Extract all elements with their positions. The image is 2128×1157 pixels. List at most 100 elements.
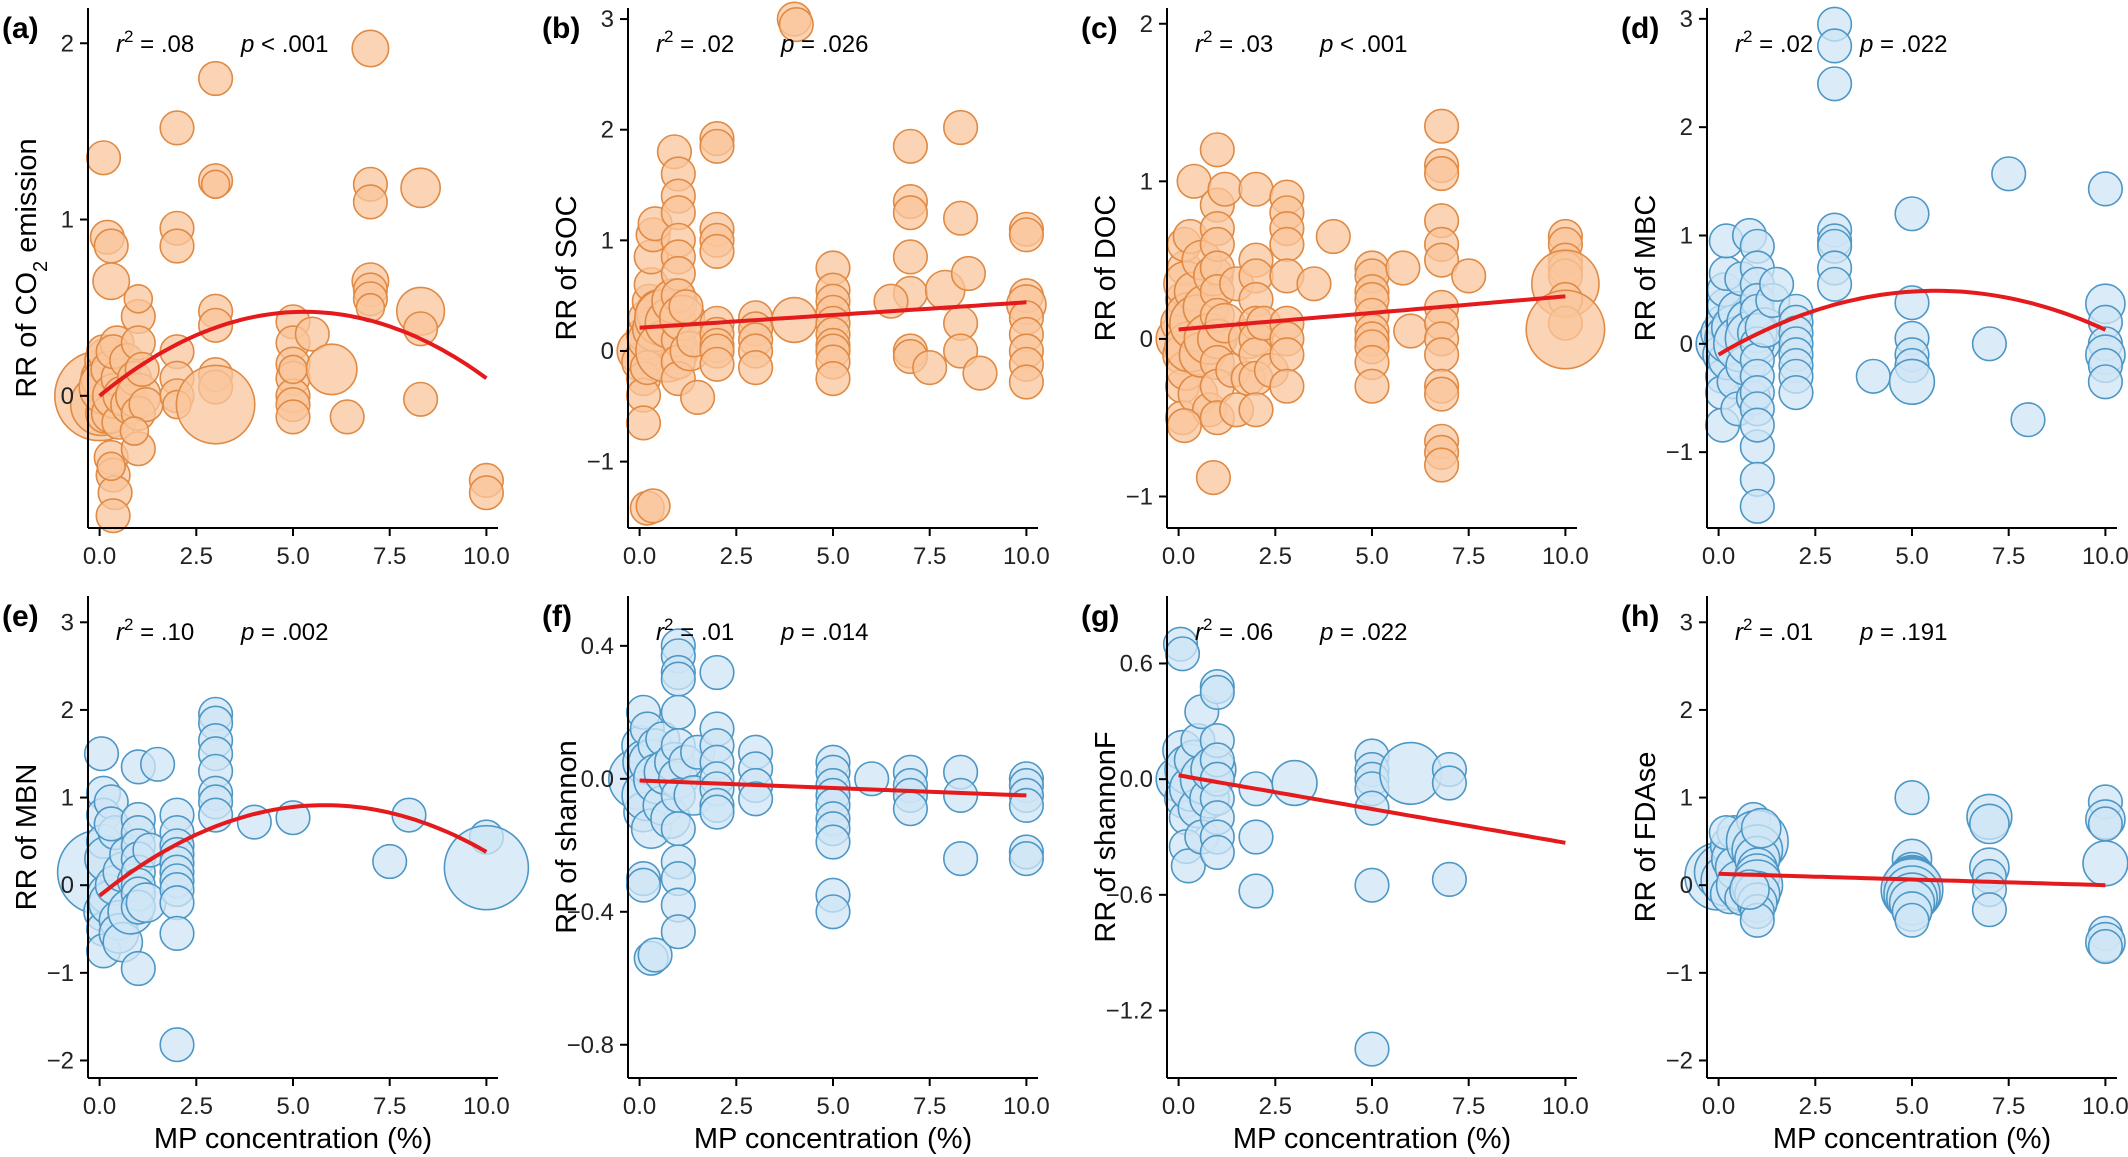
x-tick-label: 5.0 xyxy=(816,543,849,570)
data-point xyxy=(892,791,929,827)
data-point xyxy=(1888,358,1936,405)
data-point xyxy=(1199,132,1235,168)
r2-symbol: r xyxy=(656,619,665,646)
data-point xyxy=(625,867,662,903)
data-point xyxy=(1170,848,1206,884)
stats-annotation: r2 = .10 xyxy=(116,615,194,646)
r2-exponent: 2 xyxy=(664,615,673,634)
data-point xyxy=(1740,807,1782,849)
data-point xyxy=(679,379,716,416)
y-tick-label: 0.6 xyxy=(1120,650,1153,677)
data-point xyxy=(1166,408,1202,444)
data-point xyxy=(1758,266,1795,302)
data-point xyxy=(1739,407,1775,443)
fit-line xyxy=(1178,773,1566,845)
data-point xyxy=(942,777,979,814)
x-axis-label: MP concentration (%) xyxy=(694,1123,972,1155)
data-point xyxy=(942,840,979,877)
panel-label: (e) xyxy=(2,600,39,633)
data-point xyxy=(1238,819,1274,855)
x-tick-label: 0.0 xyxy=(83,543,116,570)
y-tick-label: −1 xyxy=(47,960,74,987)
p-value: = .014 xyxy=(794,619,868,646)
x-tick-label: 10.0 xyxy=(463,543,510,570)
p-annotation: p = .191 xyxy=(1859,619,1947,646)
panel-label: (d) xyxy=(1621,12,1659,45)
stats-annotation: r2 = .02 xyxy=(656,27,734,58)
data-point xyxy=(1238,171,1274,207)
data-point xyxy=(83,736,120,772)
x-tick-label: 7.5 xyxy=(1992,1093,2025,1120)
x-tick-label: 0.0 xyxy=(83,1093,116,1120)
y-tick-label: −1 xyxy=(1666,439,1693,466)
x-tick-label: 10.0 xyxy=(2082,1093,2128,1120)
x-tick-label: 5.0 xyxy=(1895,1093,1928,1120)
data-point xyxy=(1894,779,1930,816)
x-tick-label: 0.0 xyxy=(1162,1093,1195,1120)
p-symbol: p xyxy=(1859,619,1873,646)
x-tick-label: 2.5 xyxy=(180,1093,213,1120)
fit-line xyxy=(639,778,1027,798)
scatter-points xyxy=(53,29,505,534)
p-annotation: p = .022 xyxy=(1319,619,1407,646)
y-tick-label: −0.6 xyxy=(1106,882,1153,909)
p-symbol: p xyxy=(1319,619,1333,646)
data-point xyxy=(120,950,156,987)
data-point xyxy=(815,894,851,930)
data-point xyxy=(1008,840,1045,877)
y-axis-label: RR of DOC xyxy=(1090,195,1122,342)
data-point xyxy=(1739,488,1775,524)
x-tick-label: 7.5 xyxy=(1992,543,2025,570)
y-axis-label: RR of shannon xyxy=(551,740,583,933)
x-tick-label: 0.0 xyxy=(1702,543,1735,570)
y-axis-label: RR of FDAse xyxy=(1630,752,1662,923)
r2-value: = .01 xyxy=(1752,619,1813,646)
data-point xyxy=(2087,364,2123,400)
x-tick-label: 2.5 xyxy=(720,543,753,570)
y-tick-label: −1.2 xyxy=(1106,998,1153,1025)
data-point xyxy=(96,451,126,482)
data-point xyxy=(778,7,814,43)
data-point xyxy=(1195,460,1231,496)
data-point xyxy=(1354,867,1390,903)
p-annotation: p < .001 xyxy=(1319,31,1407,58)
y-tick-label: 0 xyxy=(61,872,74,899)
scatter-points xyxy=(1155,626,1467,1067)
data-point xyxy=(159,915,195,952)
data-point xyxy=(1816,66,1853,102)
y-axis-label-part: RR of SOC xyxy=(551,195,583,340)
y-tick-label: 2 xyxy=(61,697,74,724)
data-point xyxy=(950,255,987,292)
y-tick-label: 1 xyxy=(61,785,74,812)
data-point xyxy=(1008,217,1045,253)
data-point xyxy=(95,498,131,534)
panel-label: (g) xyxy=(1081,600,1119,633)
data-point xyxy=(403,381,439,417)
data-point xyxy=(1423,108,1460,144)
x-tick-label: 5.0 xyxy=(1895,543,1928,570)
stats-annotation: r2 = .01 xyxy=(1735,615,1813,646)
x-tick-label: 2.5 xyxy=(1799,543,1832,570)
x-tick-label: 10.0 xyxy=(2082,543,2128,570)
y-tick-label: 0 xyxy=(1680,872,1693,899)
data-point xyxy=(699,794,735,830)
x-tick-label: 7.5 xyxy=(1452,1093,1485,1120)
data-point xyxy=(1199,674,1235,711)
y-tick-label: 2 xyxy=(1140,11,1153,38)
y-tick-label: 1 xyxy=(601,227,614,254)
x-tick-label: 7.5 xyxy=(913,543,946,570)
data-point xyxy=(660,914,696,950)
data-point xyxy=(1431,765,1467,801)
r2-exponent: 2 xyxy=(1743,27,1752,46)
data-point xyxy=(1354,368,1390,404)
panel-label: (a) xyxy=(2,12,39,45)
data-point xyxy=(637,937,673,973)
data-point xyxy=(635,488,671,524)
r2-value: = .01 xyxy=(673,619,734,646)
p-value: = .191 xyxy=(1873,619,1947,646)
y-tick-label: 3 xyxy=(601,6,614,33)
x-tick-label: 10.0 xyxy=(1003,1093,1050,1120)
